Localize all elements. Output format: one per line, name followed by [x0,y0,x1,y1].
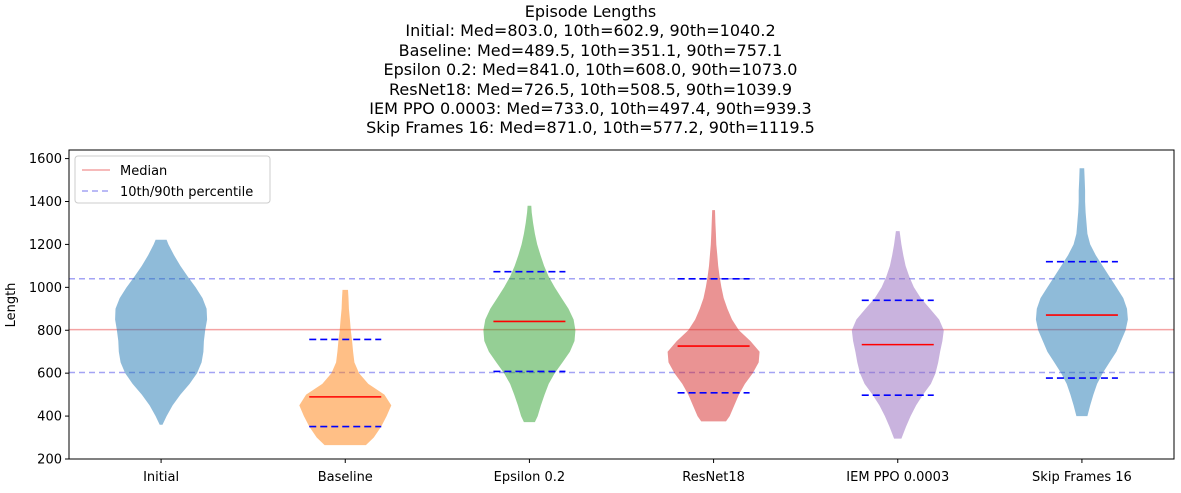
subtitle-line: Baseline: Med=489.5, 10th=351.1, 90th=75… [398,40,783,60]
subtitle-line: ResNet18: Med=726.5, 10th=508.5, 90th=10… [388,79,792,99]
x-tick-label: IEM PPO 0.0003 [846,470,949,485]
x-axis: Initial Baseline Epsilon 0.2 ResNet18 IEM PP… [143,459,1132,485]
violin-body [1035,168,1128,417]
subtitle-line: IEM PPO 0.0003: Med=733.0, 10th=497.4, 9… [369,99,812,119]
violin-body [667,210,760,422]
percentile-markers [309,260,1118,428]
y-tick-label: 400 [37,410,62,425]
legend: Median 10th/90th percentile [74,155,271,204]
subtitle-line: Epsilon 0.2: Med=841.0, 10th=608.0, 90th… [383,60,798,80]
violin-body [115,239,208,425]
plot-frame [68,149,1175,460]
violin-body [299,289,392,446]
y-tick-label: 1000 [29,281,62,296]
x-tick-label: Epsilon 0.2 [494,470,565,485]
y-axis: 200 400 600 800 1000 1200 1400 1600 [29,152,69,468]
x-tick-label: Baseline [318,470,373,485]
legend-label-median: Median [120,164,167,179]
violin-layer [115,168,1128,446]
legend-box [74,155,271,204]
legend-label-percentile: 10th/90th percentile [120,185,253,200]
subtitle-line: Skip Frames 16: Med=871.0, 10th=577.2, 9… [366,118,815,138]
chart-title: Episode Lengths [524,2,657,21]
x-tick-label: Initial [143,470,179,485]
y-tick-label: 800 [37,324,62,339]
y-axis-label: Length [4,283,19,328]
violin-body [851,231,944,439]
violin-body [483,205,576,423]
chart-title-block: Episode Lengths Initial: Med=803.0, 10th… [0,2,1181,138]
y-tick-label: 600 [37,367,62,382]
subtitle-line: Initial: Med=803.0, 10th=602.9, 90th=104… [405,21,776,41]
y-tick-label: 1200 [29,238,62,253]
y-tick-label: 1400 [29,195,62,210]
x-tick-label: Skip Frames 16 [1032,470,1132,485]
y-tick-label: 200 [37,453,62,468]
y-tick-label: 1600 [29,152,62,167]
reference-lines [69,277,1174,374]
x-tick-label: ResNet18 [682,470,745,485]
